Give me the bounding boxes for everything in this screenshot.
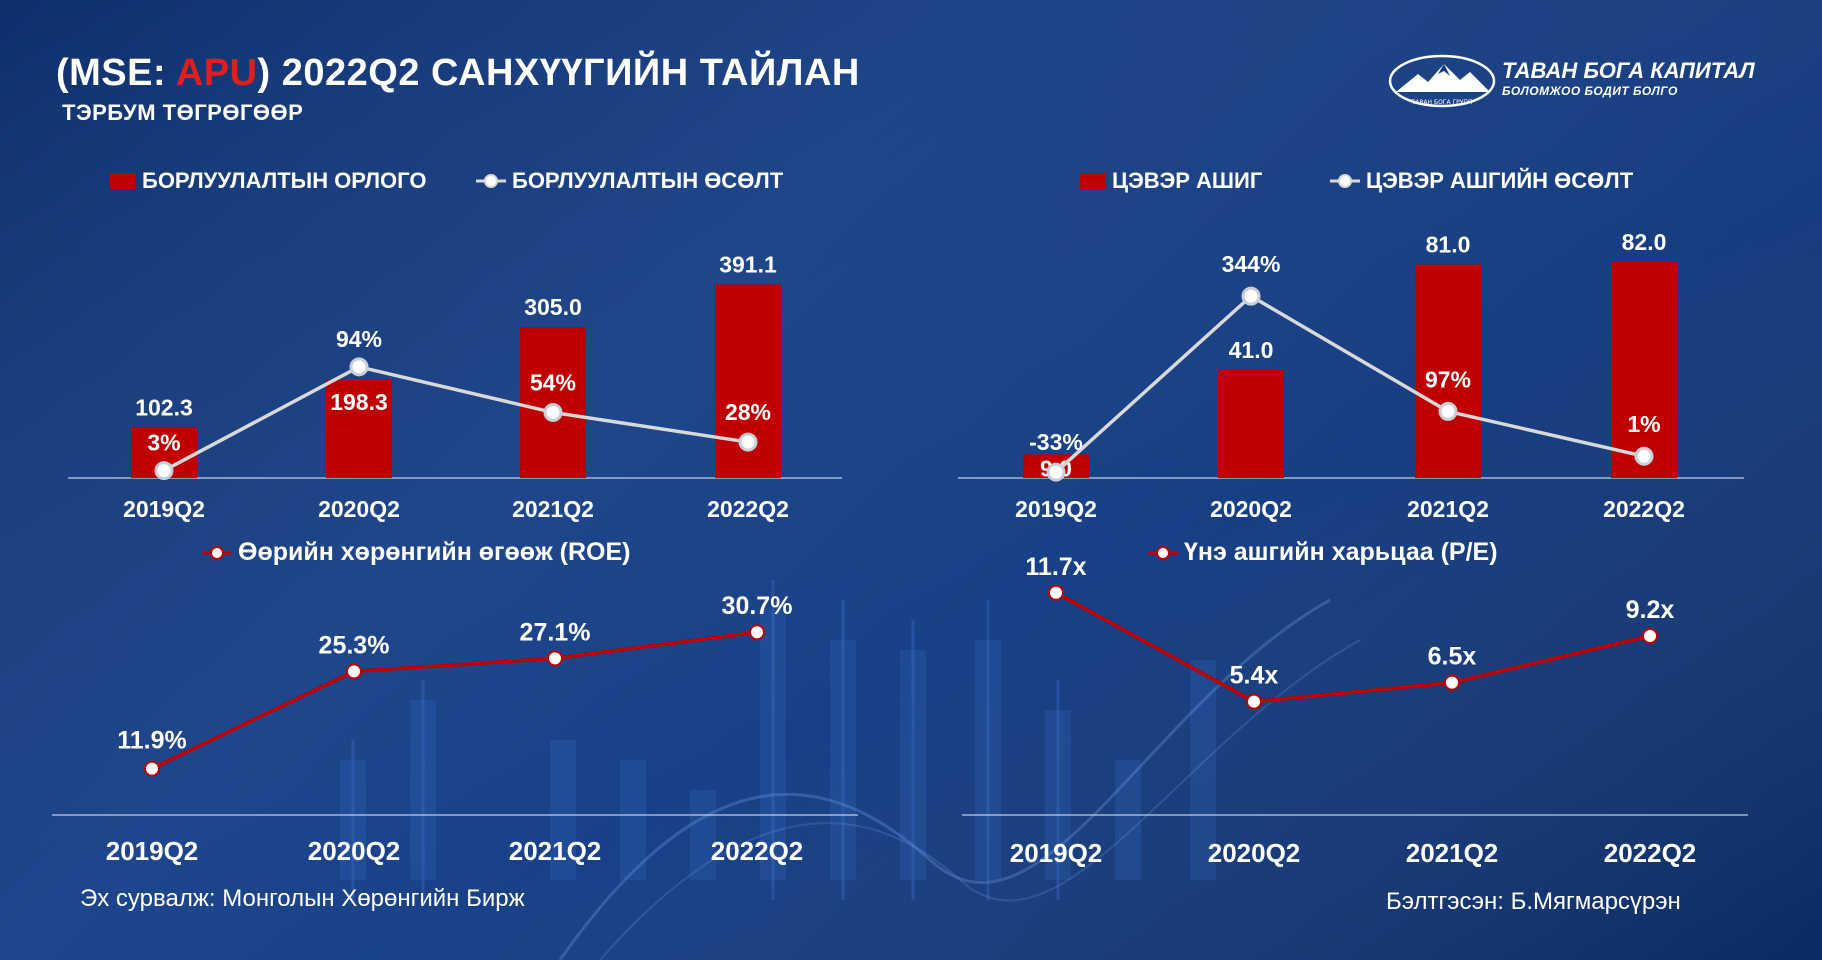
bar: [1218, 370, 1284, 478]
logo-name: ТАВАН БОГА КАПИТАЛ: [1502, 58, 1755, 83]
bar-value-label: 82.0: [1622, 229, 1667, 255]
legend-label: БОРЛУУЛАЛТЫН ОРЛОГО: [142, 168, 427, 193]
bar: [1415, 264, 1481, 478]
x-tick-label: 2020Q2: [318, 496, 400, 522]
growth-value-label: 54%: [530, 369, 576, 395]
roe-value-label: 11.9%: [117, 727, 187, 755]
author-note: Бэлтгэсэн: Б.Мягмарсүрэн: [1386, 888, 1681, 915]
legend-label: БОРЛУУЛАЛТЫН ӨСӨЛТ: [512, 168, 784, 193]
title-suffix: ) 2022Q2 САНХҮҮГИЙН ТАЙЛАН: [257, 52, 860, 94]
legend-profit-bar: ЦЭВЭР АШИГ: [1080, 168, 1262, 194]
roe-point: [144, 760, 160, 777]
growth-value-label: 97%: [1425, 366, 1471, 392]
growth-point: [1241, 286, 1261, 306]
legend-label: ЦЭВЭР АШГИЙН ӨСӨЛТ: [1366, 168, 1634, 193]
growth-value-label: 344%: [1222, 251, 1281, 277]
bar-value-label: 305.0: [524, 294, 582, 320]
pe-value-label: 11.7x: [1025, 553, 1086, 581]
legend-label: ЦЭВЭР АШИГ: [1112, 168, 1263, 193]
x-tick-label: 2020Q2: [1210, 496, 1292, 522]
legend-revenue-line: БОРЛУУЛАЛТЫН ӨСӨЛТ: [476, 168, 783, 194]
legend-profit-line: ЦЭВЭР АШГИЙН ӨСӨЛТ: [1330, 168, 1633, 194]
company-logo: ТАВАН БОГА ГРУПП ТАВАН БОГА КАПИТАЛ БОЛО…: [1388, 52, 1755, 110]
pe-value-label: 6.5x: [1428, 643, 1477, 671]
x-tick-label: 2021Q2: [509, 836, 602, 866]
legend-label: Үнэ ашгийн харьцаа (P/E): [1184, 538, 1498, 566]
roe-value-label: 27.1%: [520, 618, 591, 646]
roe-point: [547, 650, 563, 667]
x-tick-label: 2022Q2: [707, 496, 789, 522]
source-note: Эх сурвалж: Монголын Хөрөнгийн Бирж: [80, 885, 525, 912]
x-tick-label: 2019Q2: [1015, 496, 1097, 522]
growth-point: [154, 461, 174, 481]
x-tick-label: 2019Q2: [123, 496, 205, 522]
pe-point: [1048, 584, 1064, 601]
pe-point: [1246, 693, 1262, 710]
legend-line-swatch: [476, 174, 506, 188]
legend-line-swatch: [1330, 174, 1360, 188]
growth-line: [1054, 293, 1645, 474]
logo-emblem-text: ТАВАН БОГА ГРУПП: [1411, 99, 1473, 106]
pe-value-label: 9.2x: [1626, 596, 1675, 624]
x-tick-label: 2019Q2: [1010, 838, 1103, 868]
roe-value-label: 25.3%: [319, 631, 390, 659]
growth-point: [1046, 462, 1066, 482]
x-tick-label: 2020Q2: [308, 836, 401, 866]
legend-pe: Үнэ ашгийн харьцаа (P/E): [1148, 538, 1498, 567]
roe-point: [346, 663, 362, 680]
mountain-logo-icon: ТАВАН БОГА ГРУПП: [1388, 54, 1496, 108]
growth-point: [1438, 401, 1458, 421]
growth-point: [349, 357, 369, 377]
bar-value-label: 41.0: [1229, 337, 1274, 363]
x-tick-label: 2021Q2: [1407, 496, 1489, 522]
title-prefix: (MSE:: [56, 52, 176, 94]
x-tick-label: 2019Q2: [106, 836, 199, 866]
legend-roe: Өөрийн хөрөнгийн өгөөж (ROE): [202, 538, 631, 567]
growth-value-label: 28%: [725, 399, 771, 425]
roe-value-label: 30.7%: [722, 592, 793, 620]
roe-point: [749, 624, 765, 641]
bar: [1611, 262, 1677, 478]
bar-value-label: 81.0: [1426, 232, 1471, 258]
page-title: (MSE: APU) 2022Q2 САНХҮҮГИЙН ТАЙЛАН: [56, 52, 860, 95]
legend-line-swatch: [202, 545, 232, 560]
logo-tagline: БОЛОМЖОО БОДИТ БОЛГО: [1502, 84, 1678, 98]
x-tick-label: 2021Q2: [512, 496, 594, 522]
bar-value-label: 391.1: [719, 251, 777, 277]
growth-point: [738, 432, 758, 452]
growth-line: [163, 364, 749, 473]
x-tick-label: 2022Q2: [1603, 496, 1685, 522]
growth-value-label: -33%: [1029, 429, 1083, 455]
growth-point: [1634, 446, 1654, 466]
page-subtitle: ТЭРБУМ ТӨГРӨГӨӨР: [62, 100, 304, 125]
bar: [520, 327, 586, 478]
pe-value-label: 5.4x: [1230, 662, 1279, 690]
pe-point: [1444, 674, 1460, 691]
bar-value-label: 102.3: [135, 394, 193, 420]
bar-value-label: 198.3: [330, 389, 388, 415]
legend-line-swatch: [1148, 545, 1178, 560]
growth-value-label: 3%: [147, 430, 180, 456]
pe-point: [1642, 627, 1658, 644]
growth-value-label: 94%: [336, 326, 382, 352]
bar: [326, 379, 392, 478]
growth-point: [543, 402, 563, 422]
growth-value-label: 1%: [1627, 411, 1660, 437]
roe-line: [151, 630, 758, 771]
x-tick-label: 2021Q2: [1406, 838, 1499, 868]
legend-bar-swatch: [110, 173, 136, 189]
x-tick-label: 2022Q2: [711, 836, 804, 866]
legend-revenue-bar: БОРЛУУЛАЛТЫН ОРЛОГО: [110, 168, 426, 194]
title-ticker: APU: [175, 52, 258, 94]
x-tick-label: 2020Q2: [1208, 838, 1301, 868]
legend-label: Өөрийн хөрөнгийн өгөөж (ROE): [238, 538, 631, 566]
pe-line: [1055, 591, 1651, 704]
legend-bar-swatch: [1080, 173, 1106, 189]
x-tick-label: 2022Q2: [1604, 838, 1697, 868]
